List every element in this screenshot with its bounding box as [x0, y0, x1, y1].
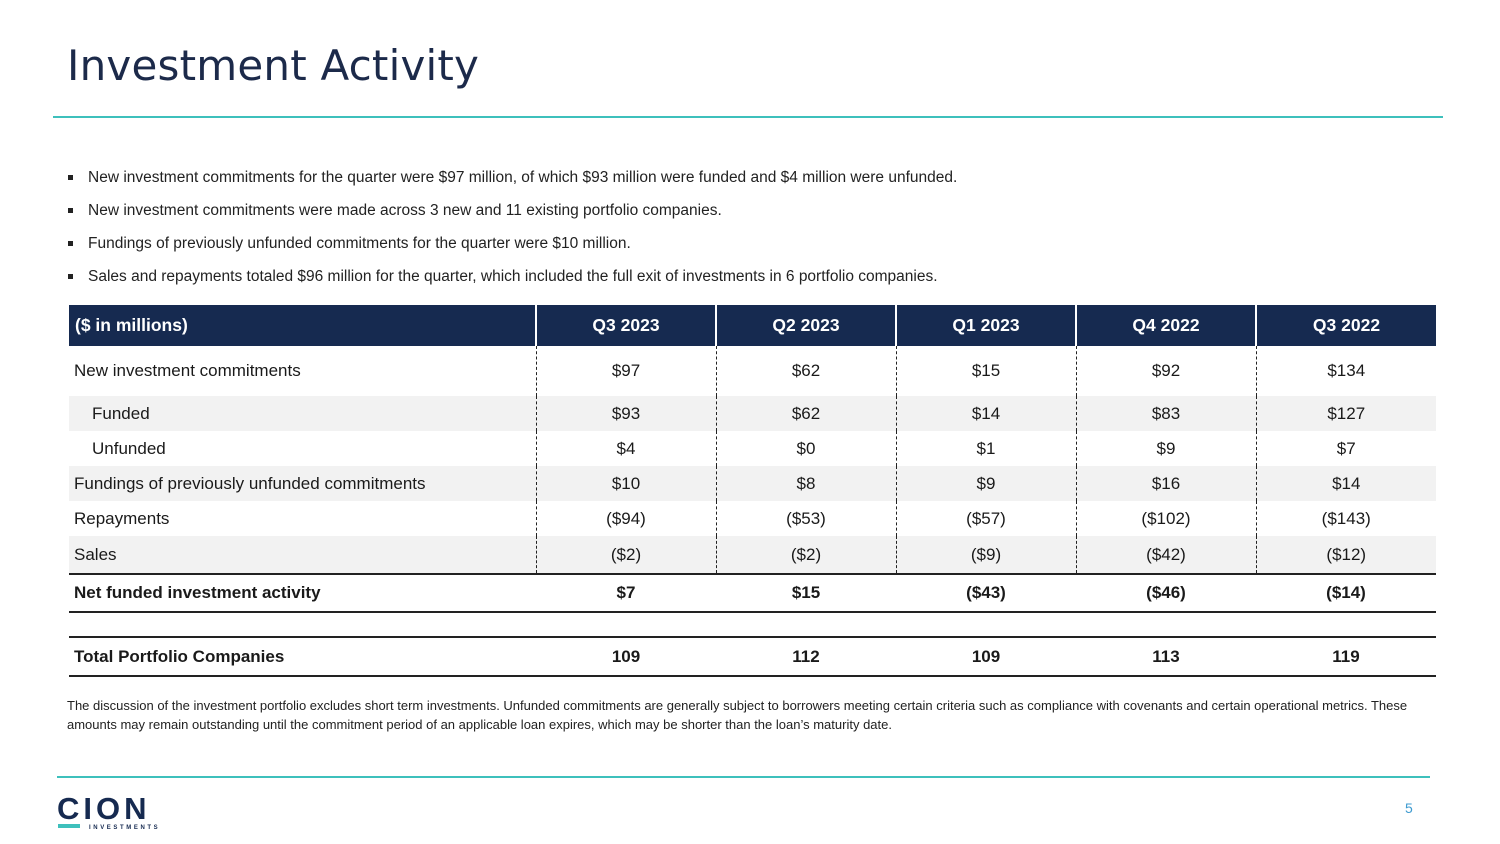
- table-cell: $97: [535, 346, 716, 396]
- bullet-item: Fundings of previously unfunded commitme…: [67, 233, 957, 266]
- bullet-item: Sales and repayments totaled $96 million…: [67, 266, 957, 299]
- header-units: ($ in millions): [69, 305, 536, 346]
- bullet-list: New investment commitments for the quart…: [67, 167, 957, 299]
- table-cell: ($53): [715, 501, 896, 536]
- header-q4-2022: Q4 2022: [1075, 305, 1256, 346]
- table-cell: ($143): [1255, 501, 1436, 536]
- table-cell: $92: [1075, 346, 1256, 396]
- table-cell: ($94): [535, 501, 716, 536]
- page-title: Investment Activity: [67, 41, 480, 90]
- net-activity-row: Net funded investment activity $7 $15 ($…: [69, 573, 1436, 613]
- table-cell: 109: [536, 636, 716, 677]
- table-cell: ($42): [1075, 536, 1256, 574]
- footnote: The discussion of the investment portfol…: [67, 698, 1408, 732]
- table-cell: $9: [1075, 431, 1256, 466]
- header-q3-2023: Q3 2023: [535, 305, 716, 346]
- table-cell: 112: [716, 636, 896, 677]
- table-cell: ($102): [1075, 501, 1256, 536]
- header-q2-2023: Q2 2023: [715, 305, 896, 346]
- table-cell: $10: [535, 466, 716, 501]
- table-cell: $4: [535, 431, 716, 466]
- row-label: Net funded investment activity: [69, 573, 536, 613]
- table-cell: ($9): [895, 536, 1076, 574]
- table-cell: ($43): [896, 573, 1076, 613]
- table-cell: $127: [1255, 396, 1436, 431]
- table-cell: $15: [716, 573, 896, 613]
- logo-subtitle: INVESTMENTS: [89, 825, 161, 831]
- table-cell: ($14): [1256, 573, 1436, 613]
- page-number: 5: [1405, 800, 1413, 816]
- table-cell: ($57): [895, 501, 1076, 536]
- row-label: Fundings of previously unfunded commitme…: [69, 466, 536, 501]
- header-q3-2022: Q3 2022: [1255, 305, 1436, 346]
- table-row: Fundings of previously unfunded commitme…: [69, 466, 1436, 501]
- row-label: Sales: [69, 536, 536, 574]
- table-cell: ($46): [1076, 573, 1256, 613]
- table-cell: $0: [715, 431, 896, 466]
- bullet-item: New investment commitments for the quart…: [67, 167, 957, 200]
- cion-logo: CION INVESTMENTS: [57, 791, 161, 835]
- total-portfolio-row: Total Portfolio Companies 109 112 109 11…: [69, 636, 1436, 677]
- table-row: Sales ($2) ($2) ($9) ($42) ($12): [69, 536, 1436, 574]
- table-cell: $16: [1075, 466, 1256, 501]
- spacer-row: [69, 612, 1436, 637]
- title-divider: [53, 116, 1443, 118]
- table-cell: $134: [1255, 346, 1436, 396]
- table-cell: ($12): [1255, 536, 1436, 574]
- table-cell: $14: [1255, 466, 1436, 501]
- header-q1-2023: Q1 2023: [895, 305, 1076, 346]
- row-label: Total Portfolio Companies: [69, 636, 536, 677]
- bullet-item: New investment commitments were made acr…: [67, 200, 957, 233]
- row-label: Repayments: [74, 508, 170, 528]
- table-cell: $1: [895, 431, 1076, 466]
- table-cell: $7: [1255, 431, 1436, 466]
- table-cell: $9: [895, 466, 1076, 501]
- table-cell: $62: [715, 396, 896, 431]
- footer-divider: [57, 776, 1430, 778]
- table-cell: ($2): [535, 536, 716, 574]
- table-cell: $83: [1075, 396, 1256, 431]
- table-cell: 113: [1076, 636, 1256, 677]
- table-cell: 119: [1256, 636, 1436, 677]
- row-label: Funded: [69, 396, 536, 431]
- table-cell: ($2): [715, 536, 896, 574]
- table-cell: $93: [535, 396, 716, 431]
- table-row: New investment commitments $97 $62 $15 $…: [69, 346, 1436, 396]
- investment-activity-table: ($ in millions) Q3 2023 Q2 2023 Q1 2023 …: [69, 305, 1436, 677]
- table-cell: $15: [895, 346, 1076, 396]
- table-header-row: ($ in millions) Q3 2023 Q2 2023 Q1 2023 …: [69, 305, 1436, 346]
- table-cell: 109: [896, 636, 1076, 677]
- logo-wordmark: CION: [57, 791, 151, 826]
- table-row: Repayments ($94) ($53) ($57) ($102) ($14…: [69, 501, 1436, 536]
- table-cell: $7: [536, 573, 716, 613]
- table-cell: $8: [715, 466, 896, 501]
- table-cell: $62: [715, 346, 896, 396]
- table-row: Funded $93 $62 $14 $83 $127: [69, 396, 1436, 431]
- table-cell: $14: [895, 396, 1076, 431]
- table-row: Unfunded $4 $0 $1 $9 $7: [69, 431, 1436, 466]
- row-label: Unfunded: [92, 438, 166, 458]
- logo-accent-bar: [58, 824, 80, 828]
- row-label: New investment commitments: [74, 361, 301, 380]
